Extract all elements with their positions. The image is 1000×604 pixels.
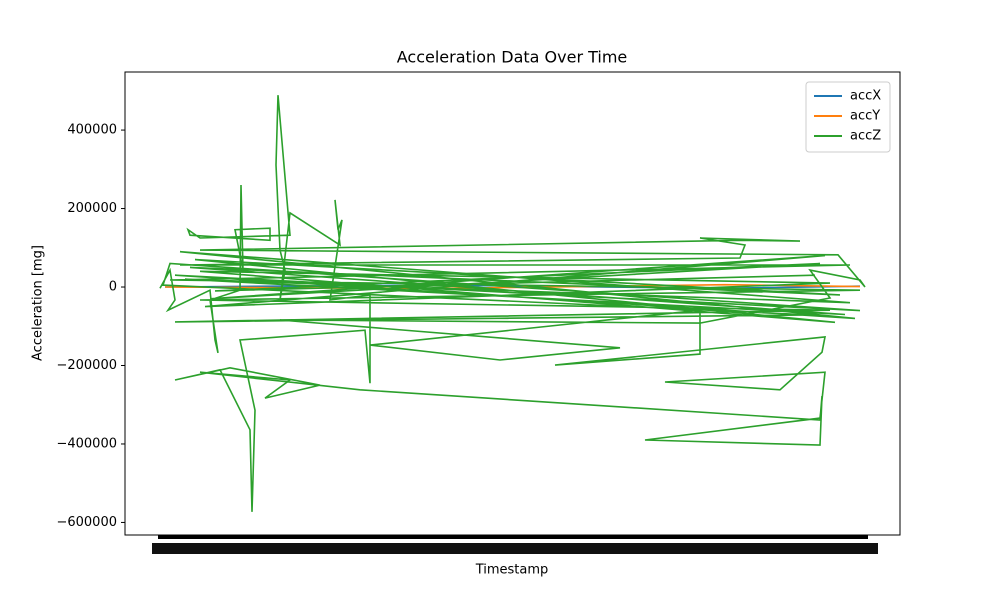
x-tick-smear [152,535,878,554]
x-tick-marks [158,535,868,539]
x-tick-labels-overlapped [152,543,878,554]
y-tick-label: −200000 [56,358,117,373]
y-tick-label: −400000 [56,436,117,451]
legend-label: accX [850,89,881,104]
y-tick-label: −600000 [56,515,117,530]
y-tick-label: 200000 [67,201,117,216]
y-tick-label: 400000 [67,123,117,138]
legend-label: accZ [850,129,881,144]
series-line [159,95,866,512]
plot-frame [124,71,901,536]
y-axis-label: Acceleration [mg] [31,245,46,361]
chart-title: Acceleration Data Over Time [397,48,628,67]
legend-label: accY [850,109,880,124]
y-tick-label: 0 [109,280,117,295]
x-axis-label: Timestamp [475,563,549,578]
legend: accX accY accZ [805,81,891,153]
legend-box [805,81,891,153]
